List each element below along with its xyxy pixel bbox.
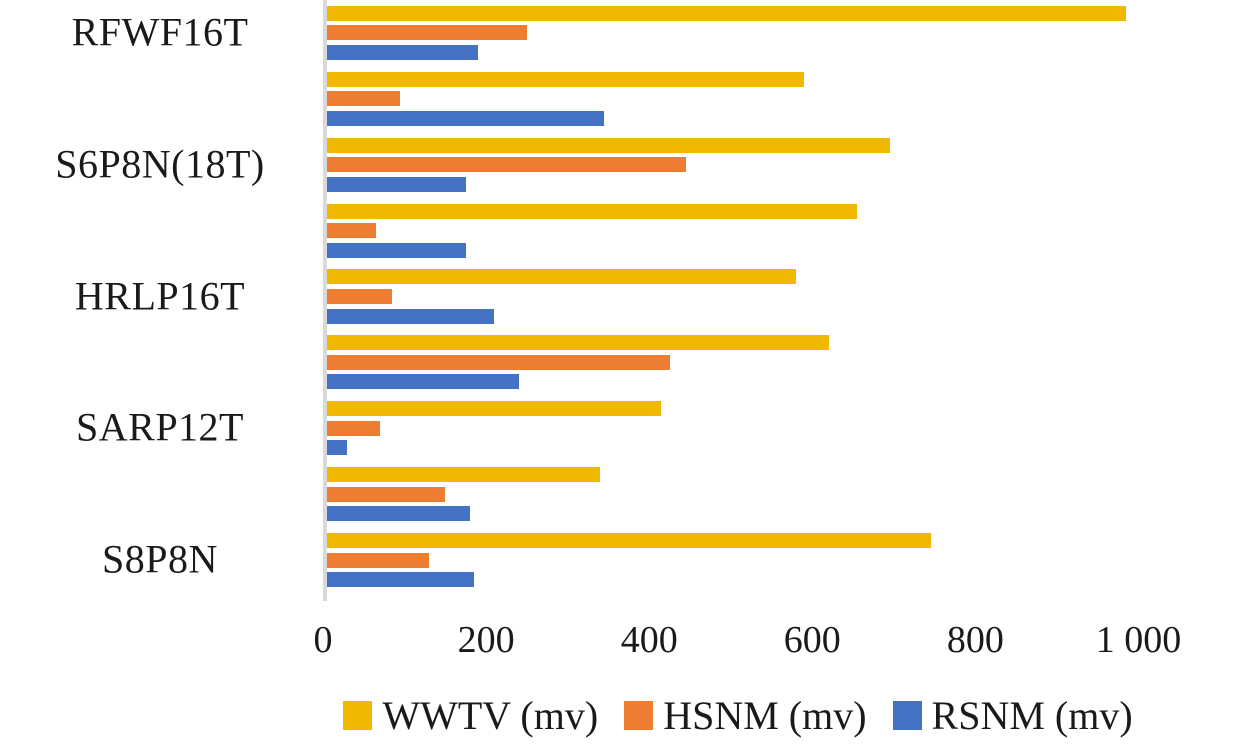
y-axis-category-label: S8P8N [102, 536, 218, 582]
bar-group4-hsnm [327, 223, 376, 239]
bar-group1-wwtv [327, 5, 1127, 21]
legend-swatch-icon [892, 701, 922, 730]
bar-group1-rsnm [327, 45, 478, 61]
bar-group5-hsnm [327, 289, 393, 304]
x-axis-tick-label: 600 [783, 619, 841, 661]
bar-group7-wwtv [327, 401, 662, 417]
bar-group9-rsnm [327, 572, 474, 588]
bar-group6-rsnm [327, 374, 519, 390]
bar-group8-hsnm [327, 486, 446, 502]
bar-group3-rsnm [327, 176, 466, 192]
plot-area [323, 0, 1260, 593]
legend: WWTV (mv) HSNM (mv) RSNM (mv) [108, 692, 1260, 739]
bar-group2-wwtv [327, 71, 805, 87]
y-axis-line [323, 0, 327, 601]
y-axis-category-label: RFWF16T [71, 9, 249, 55]
x-axis-tick-label: 400 [620, 619, 678, 661]
legend-item: RSNM (mv) [892, 692, 1133, 739]
bar-group9-hsnm [327, 552, 429, 568]
bar-group5-rsnm [327, 308, 495, 324]
x-axis-tick-label: 800 [946, 619, 1004, 661]
bar-group8-rsnm [327, 506, 470, 522]
bar-group1-hsnm [327, 25, 527, 41]
bar-group2-rsnm [327, 110, 605, 126]
legend-label: HSNM (mv) [663, 693, 867, 738]
bar-group2-hsnm [327, 91, 401, 107]
bar-group9-wwtv [327, 532, 931, 548]
bar-group4-rsnm [327, 242, 466, 258]
legend-item: HSNM (mv) [624, 692, 867, 739]
legend-label: WWTV (mv) [382, 693, 599, 738]
y-axis-category-label: SARP12T [76, 404, 244, 450]
legend-swatch-icon [343, 701, 373, 730]
bar-group6-wwtv [327, 335, 829, 351]
x-axis-tick-label: 200 [457, 619, 515, 661]
bar-group7-rsnm [327, 440, 348, 456]
legend-label: RSNM (mv) [931, 693, 1133, 738]
x-axis-tick-label: 1 000 [1095, 619, 1182, 661]
x-axis-tick-label: 0 [313, 619, 333, 661]
y-axis-category-label: S6P8N(18T) [55, 141, 265, 187]
bar-group3-hsnm [327, 157, 686, 173]
legend-item: WWTV (mv) [343, 692, 598, 739]
bar-group8-wwtv [327, 467, 601, 483]
bar-group6-hsnm [327, 354, 670, 370]
bar-group5-wwtv [327, 269, 796, 285]
bar-group7-hsnm [327, 420, 381, 436]
legend-swatch-icon [624, 701, 654, 730]
bar-group4-wwtv [327, 203, 858, 219]
bar-group3-wwtv [327, 137, 890, 153]
y-axis-category-label: HRLP16T [74, 273, 246, 319]
